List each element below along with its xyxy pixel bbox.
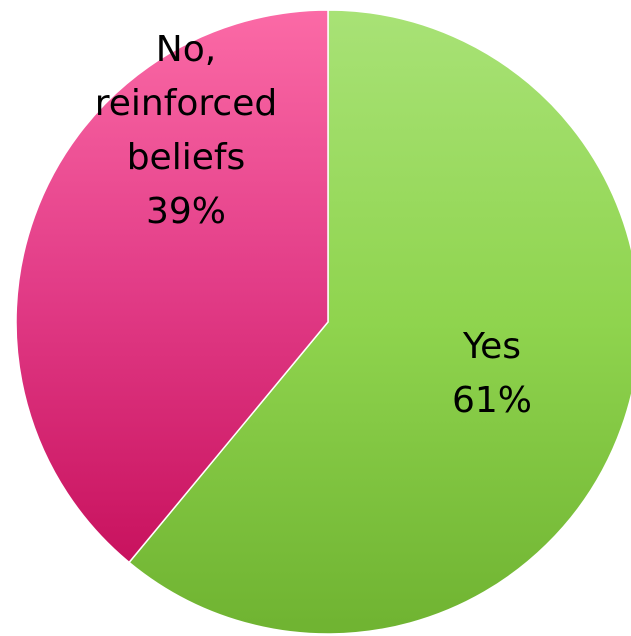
pie-slices (15, 9, 631, 635)
slice-category-label: No, (156, 29, 216, 70)
slice-value-label: 39% (146, 191, 226, 232)
pie-slice-1 (15, 9, 329, 564)
slice-label-1: No, reinforced beliefs 39% (95, 29, 277, 232)
pie-slice-0 (128, 9, 631, 635)
slice-category-label: Yes (462, 326, 521, 367)
slice-category-label: beliefs (127, 137, 246, 178)
pie-data-labels: Yes 61% No, reinforced beliefs 39% (95, 29, 532, 421)
slice-value-label: 61% (452, 380, 532, 421)
slice-label-0: Yes 61% (452, 326, 532, 421)
slice-category-label: reinforced (95, 83, 277, 124)
